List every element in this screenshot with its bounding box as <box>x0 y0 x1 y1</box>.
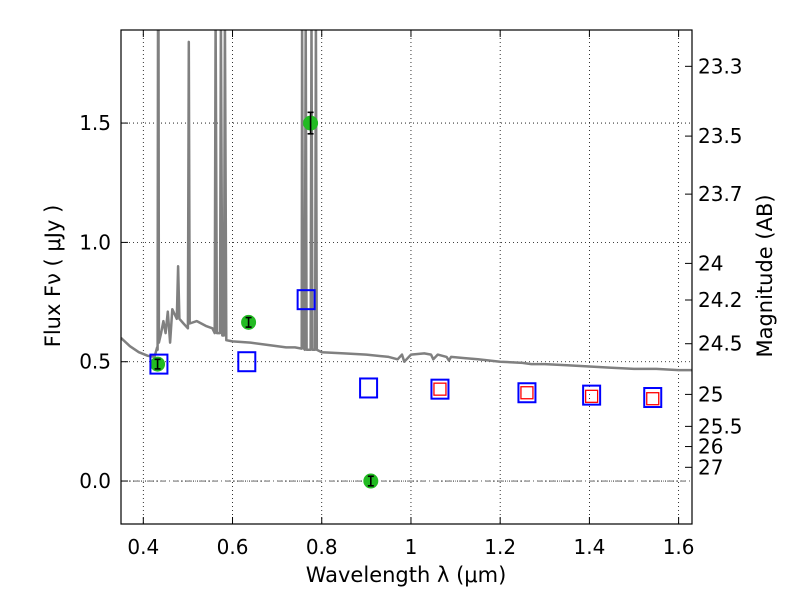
magnitude-tick-label: 23.7 <box>698 182 743 206</box>
x-tick-label: 1 <box>405 535 418 559</box>
red-model-square <box>433 382 447 396</box>
x-tick-label: 0.6 <box>217 535 249 559</box>
blue-model-square <box>359 377 379 399</box>
blue-model-square <box>430 378 450 400</box>
blue-model-square <box>582 384 602 406</box>
grid-lines <box>121 30 692 524</box>
magnitude-tick-label: 24.2 <box>698 288 743 312</box>
blue-model-square <box>296 289 316 311</box>
blue-model-square <box>517 382 537 404</box>
x-tick-label: 1.6 <box>663 535 695 559</box>
red-model-square <box>520 386 534 400</box>
y-tick-label: 1.5 <box>79 111 111 135</box>
magnitude-tick-label: 23.3 <box>698 54 743 78</box>
right-axis-label: Magnitude (AB) <box>753 194 777 357</box>
blue-model-square <box>237 351 257 373</box>
blue-model-square <box>643 387 663 409</box>
red-model-square <box>584 389 599 403</box>
plot-frame <box>120 29 693 525</box>
model-spectrum-line <box>121 30 692 372</box>
y-tick-label: 0.0 <box>79 469 111 493</box>
x-tick-label: 0.4 <box>127 535 159 559</box>
magnitude-tick-label: 26 <box>698 435 723 459</box>
axis-ticks: 0.4 0.6 0.8 1 1.2 1.4 1.6 0.0 0.5 1.0 1.5 23.3 23.5 2… <box>79 30 743 559</box>
y-axis-label: Flux Fν ( μJy ) <box>41 205 65 348</box>
magnitude-tick-label: 24 <box>698 251 723 275</box>
x-axis-label: Wavelength λ (μm) <box>306 563 507 587</box>
magnitude-tick-label: 25 <box>698 382 723 406</box>
x-tick-label: 1.2 <box>484 535 516 559</box>
x-tick-label: 1.4 <box>573 535 605 559</box>
y-tick-label: 1.0 <box>79 230 111 254</box>
photometry-markers <box>149 111 663 489</box>
magnitude-tick-label: 24.5 <box>698 332 743 356</box>
x-tick-label: 0.8 <box>306 535 338 559</box>
magnitude-tick-label: 23.5 <box>698 124 743 148</box>
spectrum-series <box>121 30 692 372</box>
magnitude-tick-label: 25.5 <box>698 414 743 438</box>
red-model-square <box>646 392 660 406</box>
y-tick-label: 0.5 <box>79 350 111 374</box>
blue-model-square <box>149 353 169 375</box>
magnitude-tick-label: 27 <box>698 455 723 479</box>
